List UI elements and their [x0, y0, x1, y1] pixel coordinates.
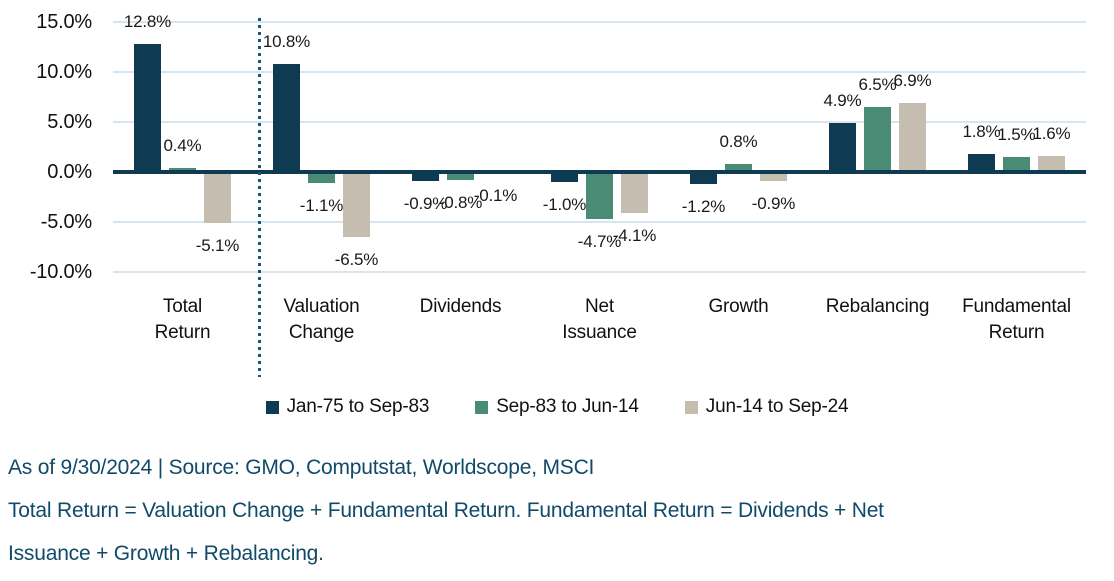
y-axis-tick-label: -5.0%	[40, 211, 92, 233]
y-axis-tick-label: 10.0%	[36, 61, 92, 83]
value-label: -6.5%	[334, 250, 379, 269]
value-label: 0.4%	[163, 136, 202, 155]
bar-fundamental-return-s2	[1038, 156, 1065, 172]
bar-chart: 15.0% 10.0% 5.0% 0.0% -5.0% -10.0% 12.8% 10.8% -…	[29, 11, 1086, 377]
bar-fundamental-return-s1	[1003, 157, 1030, 172]
category-label-dividends: Dividends	[419, 296, 502, 317]
zero-axis-line	[113, 170, 1086, 174]
legend-swatch-icon	[265, 400, 279, 414]
bar-valuation-change-s2	[343, 172, 370, 237]
bar-total-return-s0	[134, 44, 161, 172]
bar-growth-s2	[760, 172, 787, 181]
value-label: -1.0%	[542, 195, 587, 214]
bar-dividends-s0	[412, 172, 439, 181]
legend-item-2: Jun-14 to Sep-24	[684, 396, 849, 418]
value-label: 1.8%	[962, 122, 1001, 141]
y-axis-tick-label: 5.0%	[47, 111, 92, 133]
chart-legend: Jan-75 to Sep-83 Sep-83 to Jun-14 Jun-14 t…	[0, 396, 1114, 418]
gridline	[113, 71, 1086, 73]
gridline	[113, 221, 1086, 223]
bar-dividends-s1	[447, 172, 474, 180]
category-label-rebalancing: Rebalancing	[825, 296, 930, 317]
value-label: -5.1%	[195, 236, 240, 255]
footnote: As of 9/30/2024 | Source: GMO, Computsta…	[8, 446, 884, 575]
legend-item-1: Sep-83 to Jun-14	[475, 396, 639, 418]
y-axis-tick-label: 0.0%	[47, 161, 92, 183]
value-label: 10.8%	[262, 32, 311, 51]
value-label: -4.1%	[612, 226, 657, 245]
value-label: -1.1%	[299, 196, 344, 215]
value-label: -0.1%	[473, 186, 518, 205]
value-label: 12.8%	[123, 12, 172, 31]
category-label-total-return: Total Return	[154, 296, 211, 343]
bar-valuation-change-s0	[273, 64, 300, 172]
legend-label: Jun-14 to Sep-24	[705, 396, 849, 417]
category-label-valuation-change: Valuation Change	[283, 296, 360, 343]
bar-growth-s1	[725, 164, 752, 172]
gridline	[113, 21, 1086, 23]
value-label: 6.9%	[893, 71, 932, 90]
value-label: -0.8%	[438, 193, 483, 212]
bar-fundamental-return-s0	[968, 154, 995, 172]
footnote-source-line: As of 9/30/2024 | Source: GMO, Computsta…	[8, 456, 595, 479]
footnote-definition-line-1: Total Return = Valuation Change + Fundam…	[8, 499, 884, 522]
value-label: 4.9%	[823, 91, 862, 110]
legend-swatch-icon	[475, 400, 489, 414]
y-axis-tick-label: 15.0%	[36, 11, 92, 33]
bar-growth-s0	[690, 172, 717, 184]
bar-net-issuance-s0	[551, 172, 578, 182]
value-label: 0.8%	[719, 132, 758, 151]
value-label: -0.9%	[403, 194, 448, 213]
legend-swatch-icon	[684, 400, 698, 414]
footnote-definition-line-2: Issuance + Growth + Rebalancing.	[8, 542, 324, 565]
value-label: -1.2%	[681, 197, 726, 216]
category-label-growth: Growth	[708, 296, 769, 317]
legend-label: Jan-75 to Sep-83	[286, 396, 430, 417]
value-label: -4.7%	[577, 232, 622, 251]
value-label: 1.5%	[997, 125, 1036, 144]
bar-rebalancing-s2	[899, 103, 926, 172]
gridline	[113, 121, 1086, 123]
bar-rebalancing-s1	[864, 107, 891, 172]
legend-item-0: Jan-75 to Sep-83	[265, 396, 430, 418]
gridline	[113, 271, 1086, 273]
category-label-fundamental-return: Fundamental Return	[962, 296, 1071, 343]
legend-label: Sep-83 to Jun-14	[496, 396, 639, 417]
bar-net-issuance-s1	[586, 172, 613, 219]
bar-net-issuance-s2	[621, 172, 648, 213]
value-label: 1.6%	[1032, 124, 1071, 143]
value-label: 6.5%	[858, 75, 897, 94]
bar-rebalancing-s0	[829, 123, 856, 172]
period-separator-dotted-line	[258, 18, 261, 377]
value-label: -0.9%	[751, 194, 796, 213]
category-label-net-issuance: Net Issuance	[562, 296, 637, 343]
bar-valuation-change-s1	[308, 172, 335, 183]
y-axis-tick-label: -10.0%	[29, 261, 92, 283]
bar-total-return-s2	[204, 172, 231, 223]
